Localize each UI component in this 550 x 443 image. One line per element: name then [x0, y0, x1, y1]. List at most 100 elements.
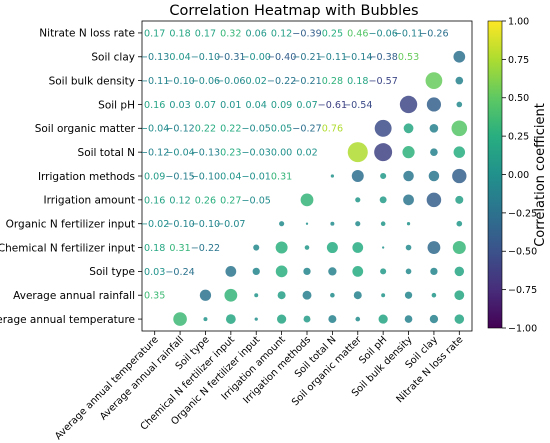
cell-bubble-soil-total-n-vs-nitrate-n-loss-rate [453, 146, 466, 158]
row-label-soil-bulk-density: Soil bulk density [49, 75, 135, 87]
cell-value-nitrate-n-loss-rate-vs-irrigation-methods: −0.39 [292, 28, 321, 39]
cell-value-soil-clay-vs-soil-ph: −0.38 [368, 52, 397, 63]
cell-bubble-chemical-n-fertilizer-input-vs-irrigation-amount [275, 241, 288, 254]
cell-value-soil-ph-vs-soil-type: 0.07 [195, 100, 216, 111]
cell-bubble-average-annual-rainfall-vs-soil-type [199, 289, 212, 301]
cell-bubble-organic-n-fertilizer-input-vs-soil-organic-matter [355, 221, 361, 227]
cell-value-nitrate-n-loss-rate-vs-soil-bulk-density: −0.11 [394, 28, 423, 39]
cell-value-soil-clay-vs-soil-type: −0.10 [191, 52, 220, 63]
cell-value-irrigation-amount-vs-organic-n-fertilizer-input: −0.05 [242, 195, 271, 206]
cells-layer: 0.17 0.18 0.17 0.32 0.06 0.12 −0.39 0.25 0.46 −0.… [140, 28, 468, 326]
cell-bubble-irrigation-methods-vs-soil-clay [428, 170, 440, 182]
cell-value-chemical-n-fertilizer-input-vs-average-annual-temperature: 0.18 [144, 243, 165, 254]
cell-value-soil-total-n-vs-average-annual-rainfall: −0.04 [165, 148, 194, 159]
cell-bubble-chemical-n-fertilizer-input-vs-soil-ph [382, 246, 385, 249]
cell-value-average-annual-rainfall-vs-average-annual-temperature: 0.35 [144, 291, 165, 302]
cell-bubble-average-annual-temperature-vs-soil-organic-matter [355, 316, 361, 322]
cell-value-soil-type-vs-average-annual-temperature: 0.03 [144, 267, 165, 278]
row-label-soil-ph: Soil pH [98, 99, 135, 111]
cell-value-soil-type-vs-average-annual-rainfall: −0.24 [165, 267, 194, 278]
cell-bubble-irrigation-amount-vs-nitrate-n-loss-rate [455, 195, 464, 204]
cell-bubble-average-annual-temperature-vs-soil-total-n [328, 315, 337, 324]
cell-bubble-soil-bulk-density-vs-nitrate-n-loss-rate [455, 76, 464, 85]
cell-bubble-average-annual-rainfall-vs-chemical-n-fertilizer-input [224, 288, 238, 302]
colorbar-tick-label: −0.50 [508, 247, 537, 258]
cell-bubble-average-annual-temperature-vs-soil-clay [429, 314, 439, 324]
cell-value-soil-clay-vs-irrigation-amount: −0.40 [267, 52, 296, 63]
row-labels: Nitrate N loss rate Soil clay Soil bulk de… [0, 28, 142, 326]
cell-bubble-soil-organic-matter-vs-soil-clay [429, 124, 439, 133]
cell-bubble-soil-type-vs-chemical-n-fertilizer-input [225, 265, 237, 277]
colorbar-tick-label: −1.00 [508, 323, 537, 334]
cell-value-soil-ph-vs-average-annual-rainfall: 0.03 [169, 100, 190, 111]
cell-bubble-chemical-n-fertilizer-input-vs-nitrate-n-loss-rate [452, 241, 466, 255]
colorbar: 1.00 0.75 0.50 0.25 0.00 −0.25 −0.50 −0.75 −1.00… [487, 16, 548, 334]
row-label-chemical-n-fertilizer-input: Chemical N fertilizer input [0, 242, 135, 254]
cell-bubble-average-annual-temperature-vs-average-annual-rainfall [173, 312, 187, 326]
cell-bubble-organic-n-fertilizer-input-vs-soil-total-n [330, 221, 335, 226]
cell-bubble-chemical-n-fertilizer-input-vs-soil-clay [427, 241, 441, 254]
cell-value-soil-ph-vs-irrigation-amount: 0.09 [271, 100, 292, 111]
cell-value-nitrate-n-loss-rate-vs-chemical-n-fertilizer-input: 0.32 [220, 28, 241, 39]
cell-bubble-chemical-n-fertilizer-input-vs-soil-total-n [326, 242, 338, 254]
cell-bubble-average-annual-rainfall-vs-soil-total-n [330, 292, 335, 298]
cell-bubble-soil-type-vs-irrigation-amount [275, 265, 288, 278]
cell-bubble-average-annual-temperature-vs-soil-bulk-density [404, 315, 413, 323]
colorbar-tick-label: −0.25 [508, 208, 537, 219]
cell-value-irrigation-amount-vs-soil-type: 0.26 [195, 195, 216, 206]
cell-value-soil-total-n-vs-soil-type: −0.13 [191, 148, 220, 159]
cell-bubble-soil-ph-vs-soil-bulk-density [399, 95, 418, 114]
cell-bubble-soil-type-vs-nitrate-n-loss-rate [454, 266, 465, 277]
cell-value-soil-ph-vs-soil-total-n: −0.61 [318, 100, 347, 111]
cell-value-soil-total-n-vs-irrigation-methods: 0.02 [296, 148, 317, 159]
cell-value-soil-clay-vs-irrigation-methods: −0.21 [292, 52, 321, 63]
row-label-nitrate-n-loss-rate: Nitrate N loss rate [39, 28, 135, 40]
cell-value-soil-total-n-vs-chemical-n-fertilizer-input: 0.23 [220, 148, 241, 159]
cell-bubble-irrigation-amount-vs-soil-clay [426, 192, 442, 208]
cell-value-nitrate-n-loss-rate-vs-soil-total-n: 0.25 [322, 28, 343, 39]
cell-value-soil-ph-vs-average-annual-temperature: 0.16 [144, 100, 165, 111]
cell-value-soil-ph-vs-chemical-n-fertilizer-input: 0.01 [220, 100, 241, 111]
cell-bubble-soil-ph-vs-nitrate-n-loss-rate [456, 101, 463, 108]
cell-value-chemical-n-fertilizer-input-vs-average-annual-rainfall: 0.31 [169, 243, 190, 254]
cell-value-soil-bulk-density-vs-average-annual-rainfall: −0.10 [165, 76, 194, 87]
cell-bubble-organic-n-fertilizer-input-vs-soil-bulk-density [406, 222, 411, 226]
cell-bubble-organic-n-fertilizer-input-vs-irrigation-amount [279, 221, 285, 227]
colorbar-gradient [487, 20, 503, 329]
cell-value-soil-organic-matter-vs-average-annual-rainfall: −0.12 [165, 124, 194, 135]
cell-bubble-soil-total-n-vs-soil-ph [374, 143, 393, 162]
cell-bubble-irrigation-amount-vs-soil-organic-matter [355, 197, 361, 203]
cell-value-soil-clay-vs-average-annual-temperature: −0.13 [140, 52, 169, 63]
chart-title: Correlation Heatmap with Bubbles [169, 3, 418, 19]
cell-value-soil-bulk-density-vs-soil-total-n: 0.28 [322, 76, 343, 87]
cell-value-soil-total-n-vs-average-annual-temperature: −0.12 [140, 148, 169, 159]
cell-value-chemical-n-fertilizer-input-vs-soil-type: −0.22 [191, 243, 220, 254]
cell-bubble-chemical-n-fertilizer-input-vs-soil-organic-matter [352, 242, 364, 253]
colorbar-ticks: 1.00 0.75 0.50 0.25 0.00 −0.25 −0.50 −0.75 −1.00 [502, 16, 537, 334]
colorbar-tick-label: 0.00 [508, 170, 529, 181]
cell-value-organic-n-fertilizer-input-vs-soil-type: −0.10 [191, 219, 220, 230]
cell-value-irrigation-amount-vs-chemical-n-fertilizer-input: 0.27 [220, 195, 241, 206]
colorbar-tick-label: −0.75 [508, 285, 537, 296]
cell-bubble-soil-type-vs-soil-bulk-density [405, 268, 412, 275]
cell-bubble-soil-type-vs-irrigation-methods [303, 267, 311, 276]
cell-bubble-soil-type-vs-organic-n-fertilizer-input [252, 267, 260, 276]
cell-value-soil-ph-vs-organic-n-fertilizer-input: 0.04 [246, 100, 267, 111]
cell-value-nitrate-n-loss-rate-vs-organic-n-fertilizer-input: 0.06 [246, 28, 267, 39]
cell-bubble-soil-organic-matter-vs-soil-bulk-density [403, 123, 414, 134]
colorbar-tick-label: 0.75 [508, 55, 529, 66]
cell-bubble-average-annual-temperature-vs-irrigation-amount [277, 314, 287, 324]
cell-value-soil-bulk-density-vs-soil-ph: −0.57 [368, 76, 397, 87]
cell-bubble-average-annual-rainfall-vs-soil-ph [381, 293, 386, 298]
cell-value-soil-organic-matter-vs-organic-n-fertilizer-input: −0.05 [242, 124, 271, 135]
cell-bubble-average-annual-temperature-vs-irrigation-methods [303, 315, 311, 323]
row-label-soil-organic-matter: Soil organic matter [35, 123, 136, 135]
cell-value-soil-bulk-density-vs-soil-type: −0.06 [191, 76, 220, 87]
cell-value-soil-organic-matter-vs-soil-type: 0.22 [195, 124, 216, 135]
cell-value-irrigation-methods-vs-chemical-n-fertilizer-input: 0.04 [220, 171, 241, 182]
cell-bubble-average-annual-temperature-vs-nitrate-n-loss-rate [454, 314, 465, 324]
cell-bubble-average-annual-temperature-vs-organic-n-fertilizer-input [254, 317, 258, 321]
cell-bubble-soil-type-vs-soil-ph [380, 268, 387, 275]
